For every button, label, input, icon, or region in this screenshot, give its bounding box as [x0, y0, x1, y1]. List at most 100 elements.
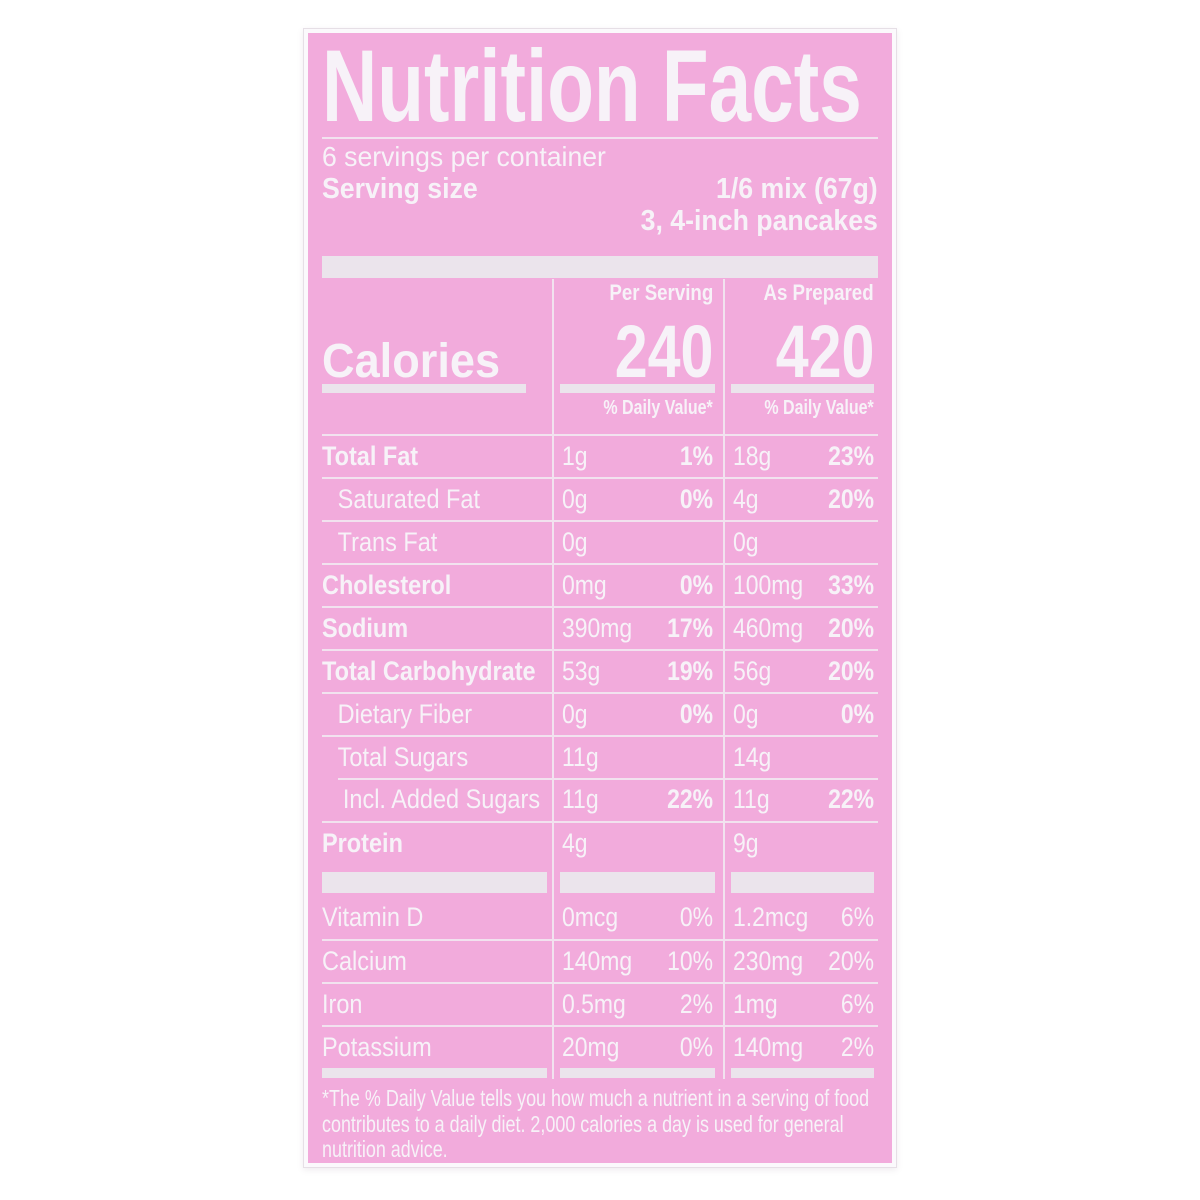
nutrient-row: Incl. Added Sugars 11g 22% 11g 22%	[322, 778, 878, 821]
amount-as-prepared: 1.2mcg	[733, 902, 809, 932]
separator-bar-mid	[322, 872, 878, 893]
serving-size-row: Serving size 1/6 mix (67g)	[322, 173, 878, 205]
nutrient-row: Vitamin D 0mcg 0% 1.2mcg 6%	[322, 896, 878, 939]
daily-value-as-prepared: 23%	[828, 441, 874, 471]
calories-per-serving: 240	[614, 309, 713, 393]
daily-value-header-per-serving: % Daily Value*	[603, 396, 713, 419]
daily-value-as-prepared: 6%	[840, 989, 874, 1019]
label-title: Nutrition Facts	[322, 33, 862, 143]
nutrient-rows: Total Fat 1g 1% 18g 23% Saturated Fat 0g…	[322, 434, 878, 864]
column-divider-2	[723, 279, 725, 1079]
title-rule	[322, 137, 878, 139]
nutrient-name: Protein	[322, 828, 403, 858]
nutrient-name: Cholesterol	[322, 570, 452, 600]
amount-as-prepared: 18g	[733, 441, 772, 471]
amount-as-prepared: 11g	[733, 784, 770, 814]
nutrient-row: Cholesterol 0mg 0% 100mg 33%	[322, 563, 878, 606]
amount-per-serving: 11g	[562, 784, 599, 814]
daily-value-as-prepared: 20%	[828, 656, 874, 686]
amount-per-serving: 0g	[562, 527, 588, 557]
daily-value-per-serving: 2%	[679, 989, 713, 1019]
nutrient-name: Sodium	[322, 613, 409, 643]
vitamin-rows: Vitamin D 0mcg 0% 1.2mcg 6% Calcium 140m…	[322, 896, 878, 1068]
daily-value-per-serving: 0%	[679, 902, 713, 932]
nutrient-row: Iron 0.5mg 2% 1mg 6%	[322, 982, 878, 1025]
nutrient-name: Incl. Added Sugars	[342, 784, 541, 814]
daily-value-header-row: % Daily Value* % Daily Value*	[322, 393, 878, 423]
separator-bar-bottom	[322, 1068, 878, 1078]
daily-value-per-serving: 0%	[679, 570, 713, 600]
daily-value-as-prepared: 20%	[828, 484, 874, 514]
calories-row: Calories 240 420	[322, 308, 878, 393]
calories-underline-bars	[322, 384, 878, 393]
amount-as-prepared: 0g	[733, 699, 759, 729]
daily-value-per-serving: 1%	[679, 441, 713, 471]
nutrient-name: Total Carbohydrate	[322, 656, 536, 686]
servings-per-container: 6 servings per container	[322, 141, 606, 172]
nutrient-name: Vitamin D	[322, 902, 424, 932]
amount-per-serving: 53g	[562, 656, 601, 686]
serving-size-value: 1/6 mix (67g)	[716, 173, 878, 205]
column-divider-1	[552, 279, 554, 1079]
nutrient-row: Potassium 20mg 0% 140mg 2%	[322, 1025, 878, 1068]
nutrition-label: Nutrition Facts 6 servings per container…	[303, 28, 897, 1168]
daily-value-per-serving: 19%	[667, 656, 713, 686]
serving-size-detail: 3, 4-inch pancakes	[640, 205, 878, 237]
nutrient-row: Trans Fat 0g 0g	[322, 520, 878, 563]
amount-per-serving: 1g	[562, 441, 588, 471]
serving-size-label: Serving size	[322, 173, 478, 205]
amount-per-serving: 20mg	[562, 1032, 620, 1062]
amount-per-serving: 140mg	[562, 946, 633, 976]
nutrient-row: Protein 4g 9g	[322, 821, 878, 864]
daily-value-as-prepared: 22%	[828, 784, 874, 814]
amount-per-serving: 11g	[562, 742, 599, 772]
nutrient-row: Dietary Fiber 0g 0% 0g 0%	[322, 692, 878, 735]
amount-per-serving: 4g	[562, 828, 588, 858]
amount-per-serving: 0g	[562, 699, 588, 729]
nutrient-row: Sodium 390mg 17% 460mg 20%	[322, 606, 878, 649]
daily-value-per-serving: 0%	[679, 484, 713, 514]
nutrient-name: Trans Fat	[337, 527, 438, 557]
amount-per-serving: 0mg	[562, 570, 607, 600]
column-header-as-prepared: As Prepared	[763, 280, 874, 305]
label-panel: Nutrition Facts 6 servings per container…	[308, 33, 892, 1163]
footnote: *The % Daily Value tells you how much a …	[322, 1085, 870, 1162]
amount-as-prepared: 230mg	[733, 946, 804, 976]
nutrient-name: Dietary Fiber	[337, 699, 473, 729]
amount-as-prepared: 0g	[733, 527, 759, 557]
daily-value-as-prepared: 2%	[840, 1032, 874, 1062]
nutrient-name: Total Sugars	[337, 742, 469, 772]
daily-value-as-prepared: 20%	[828, 613, 874, 643]
amount-as-prepared: 460mg	[733, 613, 804, 643]
calories-label: Calories	[322, 334, 501, 388]
daily-value-per-serving: 17%	[667, 613, 713, 643]
amount-per-serving: 0g	[562, 484, 588, 514]
daily-value-per-serving: 0%	[679, 699, 713, 729]
amount-as-prepared: 1mg	[733, 989, 778, 1019]
amount-per-serving: 0mcg	[562, 902, 619, 932]
amount-as-prepared: 9g	[733, 828, 759, 858]
daily-value-as-prepared: 33%	[828, 570, 874, 600]
calories-column-headers: Per Serving As Prepared	[322, 278, 878, 308]
nutrient-name: Calcium	[322, 946, 407, 976]
daily-value-as-prepared: 20%	[828, 946, 874, 976]
amount-per-serving: 390mg	[562, 613, 633, 643]
separator-bar-top	[322, 256, 878, 278]
daily-value-as-prepared: 6%	[840, 902, 874, 932]
amount-per-serving: 0.5mg	[562, 989, 626, 1019]
daily-value-per-serving: 0%	[679, 1032, 713, 1062]
daily-value-as-prepared: 0%	[840, 699, 874, 729]
amount-as-prepared: 140mg	[733, 1032, 804, 1062]
calories-as-prepared: 420	[775, 309, 874, 393]
daily-value-per-serving: 10%	[667, 946, 713, 976]
nutrient-name: Iron	[322, 989, 363, 1019]
daily-value-header-as-prepared: % Daily Value*	[764, 396, 874, 419]
nutrient-row: Saturated Fat 0g 0% 4g 20%	[322, 477, 878, 520]
amount-as-prepared: 4g	[733, 484, 759, 514]
nutrient-name: Potassium	[322, 1032, 432, 1062]
nutrient-row: Total Sugars 11g 14g	[322, 735, 878, 778]
nutrient-row: Total Carbohydrate 53g 19% 56g 20%	[322, 649, 878, 692]
daily-value-per-serving: 22%	[667, 784, 713, 814]
nutrient-row: Total Fat 1g 1% 18g 23%	[322, 434, 878, 477]
amount-as-prepared: 14g	[733, 742, 772, 772]
